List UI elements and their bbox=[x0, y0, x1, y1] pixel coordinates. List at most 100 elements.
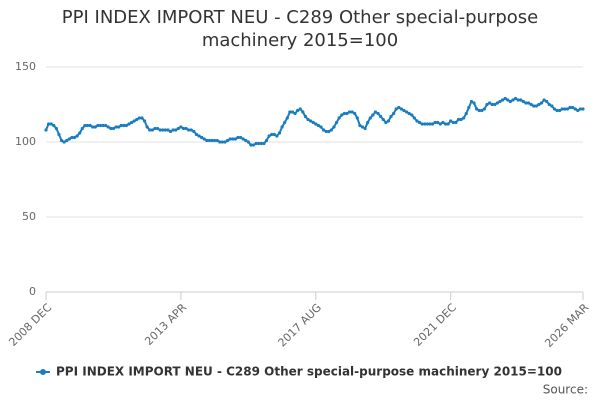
point bbox=[417, 120, 422, 125]
point bbox=[386, 119, 391, 123]
point bbox=[176, 126, 180, 131]
point bbox=[451, 120, 455, 125]
point bbox=[148, 128, 152, 132]
point bbox=[513, 96, 518, 101]
point bbox=[296, 108, 300, 113]
point bbox=[537, 102, 541, 107]
point bbox=[171, 128, 175, 132]
point bbox=[155, 126, 160, 131]
point bbox=[568, 105, 572, 110]
point bbox=[135, 117, 139, 122]
point bbox=[392, 111, 396, 116]
point bbox=[495, 101, 499, 105]
point bbox=[558, 108, 562, 113]
point bbox=[563, 107, 567, 111]
point bbox=[272, 132, 276, 137]
point bbox=[225, 138, 230, 143]
point bbox=[321, 128, 326, 132]
point bbox=[75, 134, 79, 138]
point bbox=[238, 135, 243, 140]
source: Source: bbox=[543, 383, 588, 397]
point bbox=[350, 110, 354, 114]
point bbox=[394, 107, 398, 111]
point bbox=[480, 108, 484, 113]
point bbox=[410, 113, 414, 117]
point bbox=[270, 132, 274, 137]
point bbox=[441, 120, 445, 125]
point bbox=[353, 111, 357, 116]
point bbox=[415, 119, 419, 123]
legend-label: PPI INDEX IMPORT NEU - C289 Other specia… bbox=[56, 365, 562, 379]
point bbox=[65, 138, 69, 143]
point bbox=[194, 132, 199, 137]
point bbox=[565, 107, 570, 111]
point bbox=[127, 122, 131, 126]
point bbox=[576, 108, 580, 113]
chart-title: PPI INDEX IMPORT NEU - C289 Other specia… bbox=[61, 7, 539, 51]
point bbox=[581, 107, 585, 111]
point bbox=[267, 134, 271, 138]
point bbox=[163, 128, 167, 132]
point bbox=[459, 117, 463, 122]
point bbox=[485, 102, 489, 107]
point bbox=[329, 128, 333, 132]
point bbox=[363, 126, 367, 131]
point bbox=[80, 126, 84, 131]
point bbox=[503, 96, 507, 101]
point bbox=[560, 107, 564, 111]
point bbox=[423, 122, 427, 126]
point bbox=[446, 122, 450, 126]
point bbox=[117, 125, 121, 129]
point bbox=[482, 107, 487, 111]
point bbox=[246, 140, 250, 144]
point bbox=[314, 122, 318, 126]
y-tick-label: 50 bbox=[22, 210, 36, 223]
point bbox=[433, 120, 437, 125]
point bbox=[83, 123, 87, 128]
point bbox=[399, 107, 404, 111]
point bbox=[532, 104, 536, 108]
point bbox=[101, 123, 105, 128]
point bbox=[469, 99, 474, 104]
point bbox=[345, 111, 349, 116]
point bbox=[153, 126, 157, 131]
point bbox=[142, 119, 147, 123]
point bbox=[158, 128, 162, 132]
point bbox=[244, 138, 248, 143]
y-tick-label: 150 bbox=[15, 60, 36, 73]
point bbox=[46, 122, 51, 126]
point bbox=[187, 128, 191, 132]
x-tick-label: 2008 DEC bbox=[6, 301, 54, 349]
point bbox=[106, 125, 110, 129]
y-tick-label: 0 bbox=[29, 285, 36, 298]
point bbox=[189, 128, 193, 132]
point bbox=[290, 110, 295, 114]
point bbox=[516, 98, 520, 102]
point bbox=[428, 122, 432, 126]
point bbox=[327, 129, 331, 134]
point bbox=[174, 128, 178, 132]
point bbox=[454, 120, 458, 125]
point bbox=[436, 120, 440, 125]
point bbox=[524, 101, 528, 105]
point bbox=[49, 122, 53, 126]
point bbox=[241, 137, 245, 141]
point bbox=[379, 114, 383, 119]
point bbox=[360, 125, 365, 129]
point bbox=[192, 129, 196, 134]
point bbox=[236, 135, 240, 140]
y-tick-label: 100 bbox=[15, 135, 36, 148]
point bbox=[44, 128, 48, 132]
point bbox=[384, 120, 388, 125]
point bbox=[573, 107, 577, 111]
point bbox=[526, 101, 531, 105]
point bbox=[298, 107, 302, 111]
point bbox=[257, 141, 261, 146]
point bbox=[88, 123, 92, 128]
point bbox=[288, 110, 292, 114]
point bbox=[181, 126, 186, 131]
point bbox=[184, 126, 188, 131]
point bbox=[316, 123, 320, 128]
point bbox=[57, 132, 61, 137]
